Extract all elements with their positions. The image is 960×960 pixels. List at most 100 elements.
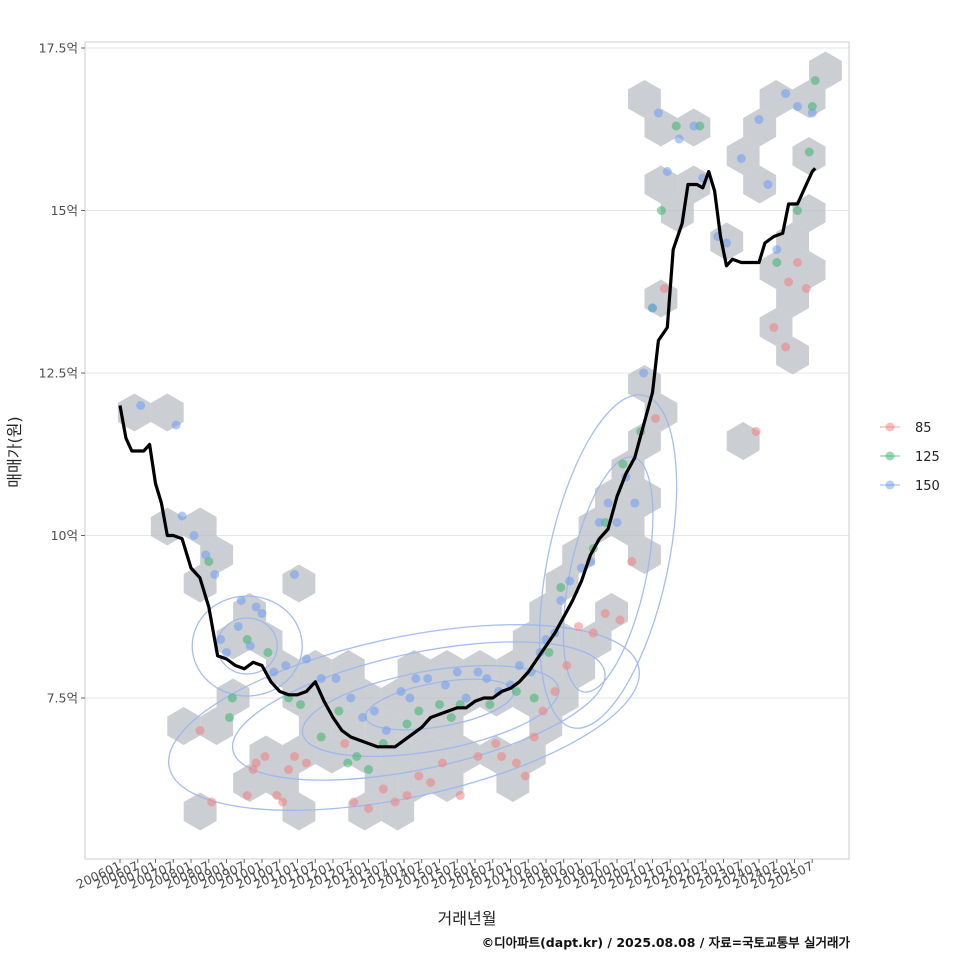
point-150 — [189, 531, 199, 540]
point-125 — [485, 700, 495, 709]
point-125 — [810, 76, 820, 85]
point-150 — [369, 706, 379, 716]
point-150 — [807, 108, 817, 118]
y-tick-label: 17.5억 — [39, 41, 78, 56]
point-125 — [364, 765, 373, 774]
point-85 — [340, 739, 350, 748]
x-axis-ticks: 2006012006072007012007072008012008072009… — [74, 858, 816, 892]
scatter-points — [136, 76, 820, 813]
hexbin-cell — [743, 165, 777, 204]
point-85 — [390, 797, 400, 807]
point-85 — [251, 758, 261, 768]
point-150 — [772, 245, 782, 254]
point-85 — [538, 706, 548, 716]
hexbin-cell — [249, 621, 283, 660]
hexbin-cell — [776, 279, 809, 318]
point-150 — [316, 674, 326, 683]
hexbin-cell — [743, 108, 777, 147]
point-150 — [233, 622, 243, 631]
point-150 — [381, 726, 391, 735]
point-150 — [222, 648, 231, 657]
hexbin-cell — [644, 108, 678, 147]
point-85 — [793, 258, 802, 267]
point-150 — [781, 89, 791, 98]
density-contour — [538, 394, 678, 729]
legend-key-125 — [885, 451, 895, 461]
point-85 — [784, 277, 794, 287]
point-85 — [781, 342, 791, 352]
point-125 — [807, 102, 817, 111]
point-150 — [423, 674, 433, 683]
point-150 — [346, 693, 356, 703]
point-85 — [769, 323, 779, 332]
point-85 — [651, 414, 660, 423]
point-85 — [574, 622, 583, 631]
hexbin-cell — [233, 764, 266, 802]
point-150 — [639, 368, 649, 378]
legend-key-85 — [885, 422, 895, 432]
point-125 — [529, 693, 539, 703]
hexbin-cell — [364, 764, 398, 802]
point-85 — [414, 771, 424, 781]
point-85 — [801, 284, 811, 293]
point-150 — [358, 713, 368, 722]
trend-line — [118, 167, 817, 749]
point-85 — [520, 771, 530, 781]
point-125 — [316, 732, 326, 742]
point-150 — [689, 121, 699, 131]
point-125 — [556, 583, 566, 592]
point-85 — [364, 804, 373, 813]
hexbin-cell — [167, 707, 201, 745]
density-contour — [231, 641, 606, 781]
point-125 — [402, 719, 412, 729]
point-85 — [284, 765, 294, 774]
point-150 — [301, 654, 311, 664]
hexbin-cell — [381, 735, 415, 774]
y-tick-label: 10억 — [51, 528, 78, 543]
point-125 — [414, 706, 424, 716]
point-150 — [514, 661, 524, 670]
point-150 — [216, 635, 226, 644]
point-85 — [455, 791, 465, 800]
hexbin-cell — [512, 735, 546, 774]
point-85 — [290, 752, 299, 761]
point-125 — [511, 687, 521, 696]
x-axis-title: 거래년월 — [438, 909, 497, 928]
hexbin-cell — [578, 621, 612, 660]
point-125 — [618, 459, 628, 469]
point-150 — [565, 576, 575, 586]
point-85 — [550, 687, 560, 696]
point-85 — [272, 791, 282, 800]
point-150 — [210, 570, 220, 579]
point-150 — [245, 641, 255, 651]
hexbin-cell — [726, 422, 760, 460]
point-85 — [473, 752, 483, 761]
hexbin-cell — [759, 251, 793, 289]
point-125 — [804, 147, 814, 157]
point-150 — [269, 667, 279, 677]
point-150 — [736, 154, 746, 163]
hexbin-cell — [331, 707, 365, 745]
point-85 — [195, 726, 205, 735]
point-150 — [603, 498, 613, 508]
point-150 — [763, 180, 773, 189]
hexbin-cell — [628, 80, 661, 118]
point-85 — [615, 615, 625, 625]
point-85 — [659, 284, 669, 293]
point-150 — [556, 596, 566, 605]
point-150 — [136, 401, 146, 410]
hexbin-cell — [364, 707, 398, 745]
point-150 — [722, 238, 731, 248]
point-150 — [251, 602, 261, 612]
hexbin-cell — [447, 735, 480, 774]
point-125 — [296, 700, 305, 709]
point-150 — [331, 674, 341, 683]
hexbin-cell — [512, 678, 546, 717]
point-150 — [612, 518, 622, 527]
point-125 — [446, 713, 456, 722]
point-150 — [177, 511, 187, 521]
point-150 — [482, 674, 492, 683]
y-axis-ticks: 7.5억 10억 12.5억 15억 17.5억 — [39, 41, 85, 706]
point-125 — [227, 693, 237, 703]
